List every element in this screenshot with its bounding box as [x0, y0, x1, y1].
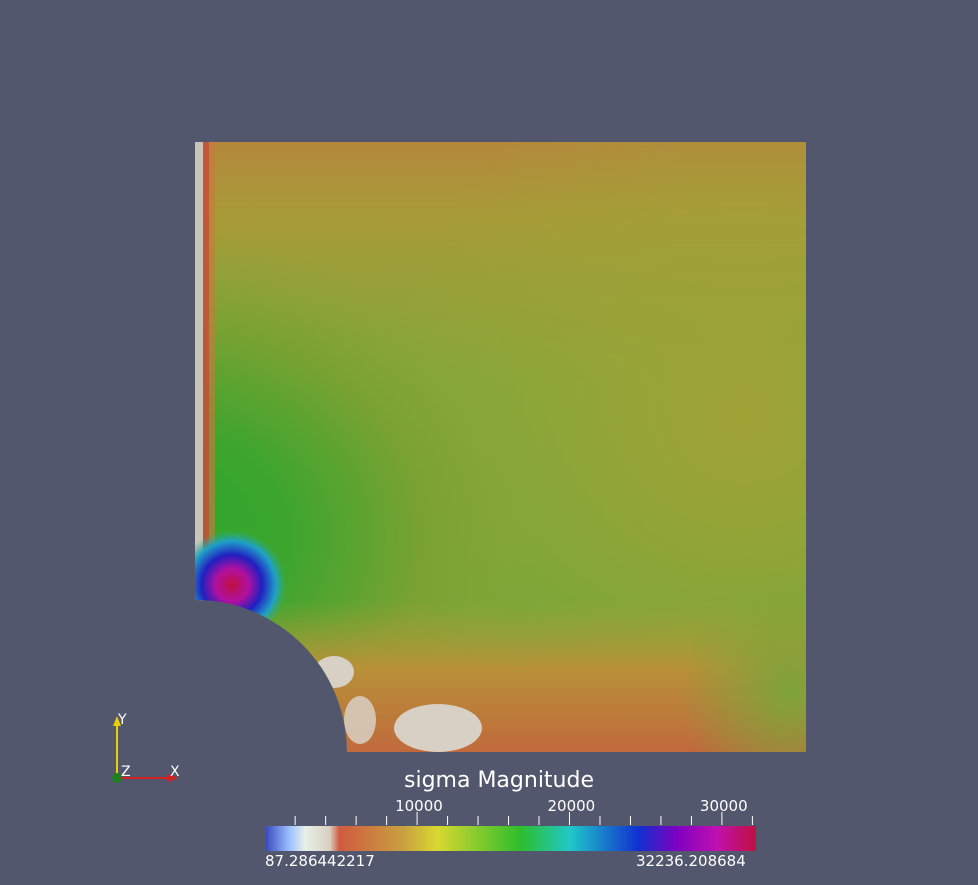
scalar-bar-title: sigma Magnitude	[404, 768, 594, 793]
scalar-bar-gradient	[266, 826, 756, 851]
stress-plate-mesh[interactable]	[0, 142, 900, 810]
scalar-bar-tick-label: 20000	[547, 797, 596, 815]
scalar-bar-max-label: 32236.208684	[636, 852, 746, 870]
scalar-bar-tick-label: 10000	[395, 797, 443, 815]
y-axis-arrow	[113, 716, 121, 726]
scalar-bar-min-label: 87.286442217	[265, 852, 375, 870]
x-axis-arrow	[168, 774, 178, 782]
scalar-bar	[266, 812, 756, 851]
scalar-bar-tick-label: 30000	[699, 797, 748, 815]
orientation-axes	[112, 716, 178, 783]
z-axis-label: Z	[121, 764, 131, 780]
z-axis-dot	[112, 773, 122, 783]
x-axis-label: X	[170, 764, 180, 780]
y-axis-label: Y	[118, 712, 127, 728]
scalar-bar-ticks	[294, 812, 753, 825]
